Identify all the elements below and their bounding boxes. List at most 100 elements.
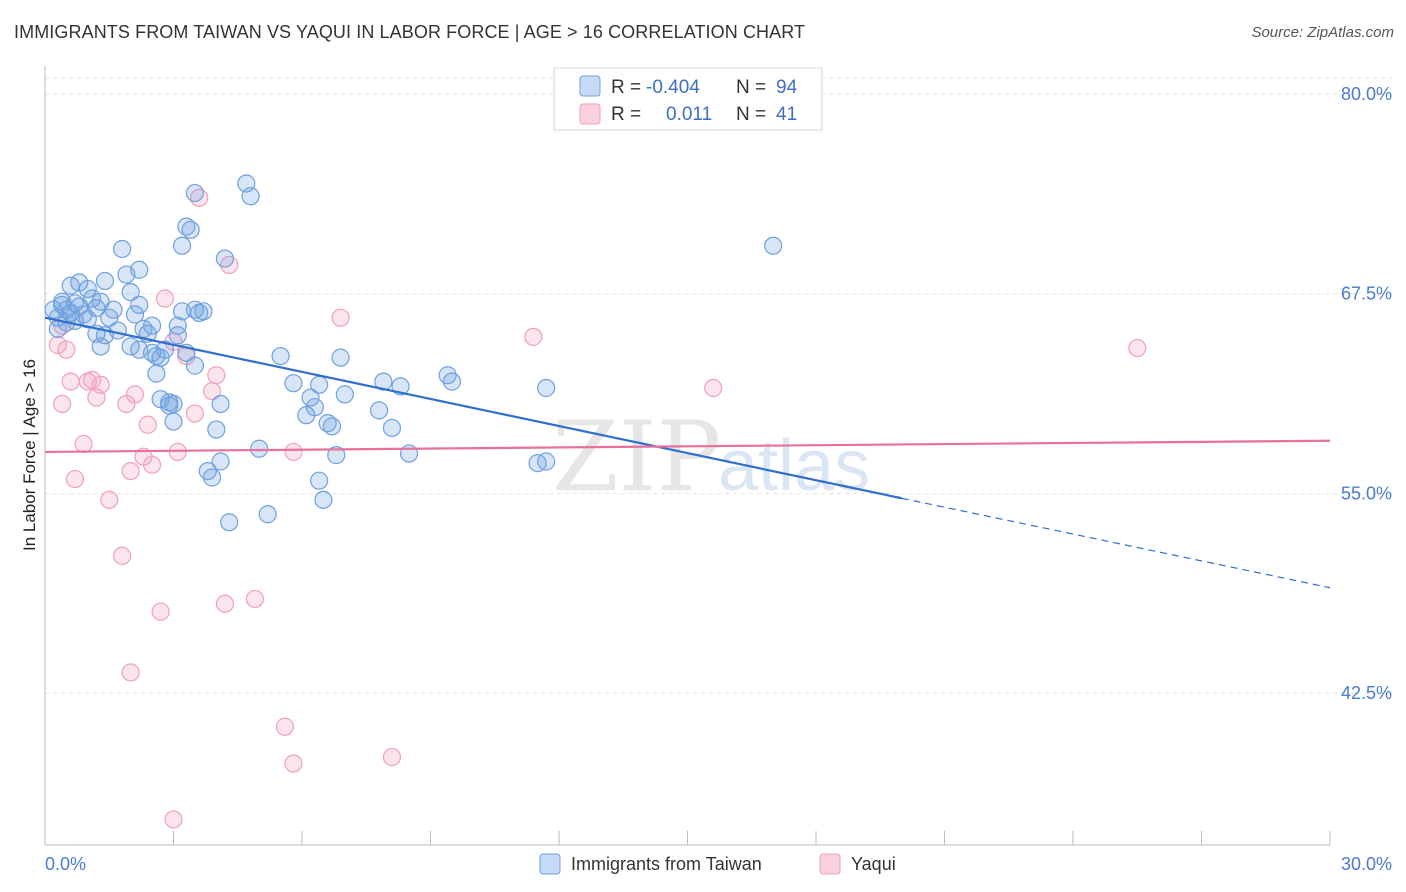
point-yaqui	[61, 372, 80, 391]
point-yaqui	[245, 589, 264, 609]
point-taiwan	[211, 394, 230, 414]
stats-r-label-taiwan: R =	[611, 77, 641, 98]
point-yaqui	[57, 340, 76, 359]
point-taiwan	[53, 292, 72, 311]
point-taiwan	[271, 346, 290, 366]
x-tick-label-min: 0.0%	[45, 854, 86, 874]
point-yaqui	[215, 594, 234, 613]
point-taiwan	[108, 321, 127, 340]
trend-line-yaqui	[44, 439, 1331, 454]
point-taiwan	[327, 446, 346, 465]
point-taiwan	[202, 468, 222, 487]
watermark-zip: ZIP	[552, 401, 721, 513]
point-yaqui	[74, 434, 93, 454]
point-taiwan	[130, 295, 149, 315]
point-yaqui	[524, 327, 543, 346]
point-taiwan	[220, 513, 239, 532]
point-taiwan	[537, 378, 556, 398]
point-taiwan	[164, 412, 183, 431]
point-taiwan	[764, 236, 783, 255]
point-taiwan	[335, 385, 354, 404]
point-taiwan	[125, 305, 145, 324]
point-taiwan	[241, 187, 260, 206]
y-tick-label: 80.0%	[1341, 84, 1392, 104]
point-yaqui	[207, 366, 226, 385]
point-taiwan	[185, 183, 205, 203]
point-taiwan	[164, 394, 183, 414]
point-taiwan	[314, 490, 333, 509]
point-taiwan	[331, 348, 350, 367]
point-taiwan	[250, 439, 269, 458]
legend-label-yaqui: Yaqui	[851, 854, 896, 874]
legend: Immigrants from Taiwan Yaqui	[539, 853, 896, 875]
y-tick-label: 55.0%	[1341, 483, 1392, 503]
y-tick-label: 67.5%	[1341, 284, 1392, 304]
legend-label-taiwan: Immigrants from Taiwan	[571, 854, 762, 874]
point-taiwan	[310, 471, 329, 490]
point-yaqui	[142, 455, 162, 474]
watermark-atlas: atlas	[718, 426, 870, 506]
point-taiwan	[370, 401, 389, 420]
trend-line-taiwan	[44, 316, 902, 500]
point-yaqui	[48, 335, 67, 354]
stats-n-label-yaqui: N =	[736, 104, 766, 125]
point-taiwan	[172, 236, 192, 255]
point-taiwan	[194, 302, 213, 321]
point-yaqui	[704, 378, 723, 398]
point-yaqui	[284, 442, 303, 462]
point-taiwan	[155, 340, 175, 359]
point-taiwan	[215, 249, 234, 268]
point-yaqui	[331, 308, 350, 327]
point-yaqui	[125, 385, 145, 404]
point-taiwan	[142, 316, 162, 335]
point-taiwan	[147, 364, 166, 383]
point-yaqui	[121, 663, 140, 682]
point-taiwan	[48, 319, 67, 338]
point-taiwan	[284, 374, 303, 393]
point-yaqui	[155, 289, 175, 308]
point-yaqui	[284, 754, 303, 773]
stats-n-label-taiwan: N =	[736, 77, 766, 98]
point-taiwan	[91, 337, 110, 356]
trend-line-taiwan-extrapolated	[901, 497, 1331, 589]
point-taiwan	[168, 316, 187, 335]
point-yaqui	[100, 490, 119, 509]
point-taiwan	[130, 260, 149, 279]
point-taiwan	[442, 372, 462, 391]
stats-swatch-yaqui	[579, 103, 601, 125]
stats-r-label-yaqui: R =	[611, 104, 641, 125]
point-yaqui	[83, 370, 102, 390]
tick-labels: 42.5% 55.0% 67.5% 80.0% 0.0% 30.0%	[45, 84, 1392, 874]
point-taiwan	[87, 299, 106, 318]
point-taiwan	[112, 239, 132, 259]
point-yaqui	[112, 546, 132, 565]
point-yaqui	[53, 394, 72, 414]
stats-r-value-taiwan: -0.404	[646, 77, 700, 98]
point-taiwan	[95, 271, 115, 291]
point-taiwan	[322, 417, 342, 436]
point-taiwan	[382, 418, 402, 438]
point-yaqui	[1128, 338, 1147, 358]
point-taiwan	[310, 375, 329, 394]
point-taiwan	[305, 398, 324, 417]
point-yaqui	[168, 442, 187, 462]
data-points	[44, 174, 1147, 829]
point-yaqui	[65, 469, 85, 489]
point-yaqui	[91, 375, 110, 394]
point-taiwan	[168, 326, 187, 345]
point-yaqui	[382, 748, 402, 767]
point-yaqui	[164, 810, 183, 829]
point-yaqui	[121, 461, 140, 481]
stats-r-value-yaqui: 0.011	[666, 104, 712, 125]
point-taiwan	[130, 340, 149, 359]
chart-source: Source: ZipAtlas.com	[1251, 24, 1394, 41]
stats-n-value-taiwan: 94	[776, 77, 798, 98]
point-taiwan	[104, 300, 123, 319]
stats-box: R = -0.404 N = 94 R = 0.011 N = 41	[553, 67, 823, 131]
stats-swatch-taiwan	[579, 75, 601, 97]
point-taiwan	[211, 452, 230, 471]
point-taiwan	[65, 311, 85, 330]
legend-swatch-yaqui	[819, 853, 841, 875]
x-tick-label-max: 30.0%	[1341, 854, 1392, 874]
